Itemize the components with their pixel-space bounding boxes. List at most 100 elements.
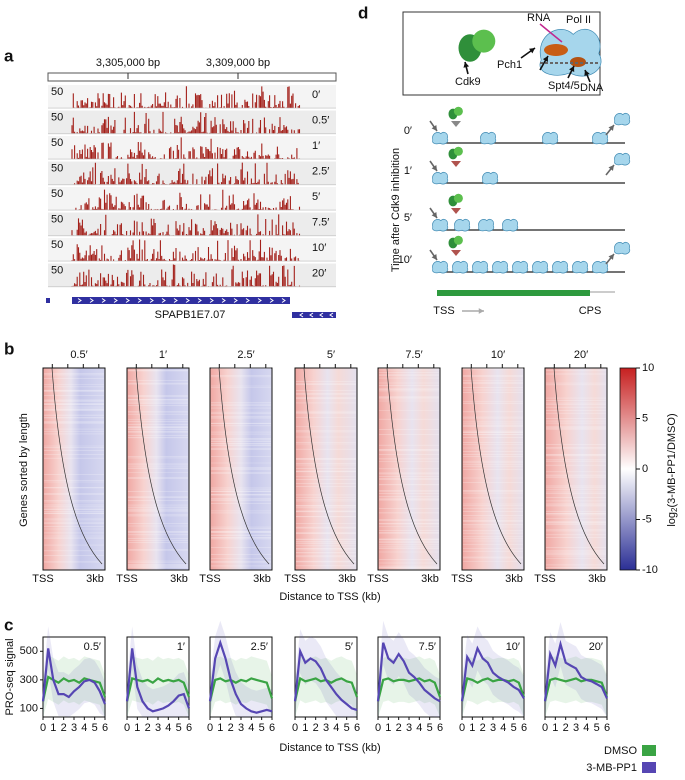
- gene-chevron: [161, 298, 166, 303]
- panel-label: c: [4, 615, 13, 634]
- track-scale: 50: [51, 137, 63, 149]
- track-scale: 50: [51, 213, 63, 225]
- arrow-head: [478, 308, 484, 314]
- heatmap-x-start: TSS: [116, 573, 137, 585]
- panel-label: d: [358, 3, 368, 22]
- cdk9: [453, 146, 463, 156]
- track-time: 7.5′: [312, 216, 329, 228]
- x-tick-label: 2: [396, 722, 402, 734]
- pol-ii: [492, 260, 509, 274]
- arrow-head: [431, 254, 437, 260]
- spread-band: [210, 620, 272, 717]
- inhibitor-mark: [451, 208, 461, 214]
- x-tick-label: 2: [228, 722, 234, 734]
- gene-body: [292, 312, 336, 318]
- panel-label: a: [4, 46, 14, 65]
- spread-band: [295, 656, 357, 717]
- gene-chevron: [101, 298, 106, 303]
- signal-line: [460, 645, 525, 702]
- x-tick-label: 1: [552, 722, 558, 734]
- gene-chevron: [329, 312, 334, 318]
- track-scale: 50: [51, 111, 63, 123]
- arrow-head: [608, 165, 614, 171]
- x-tick-label: 5: [427, 722, 433, 734]
- cdk9: [453, 235, 463, 245]
- x-tick-label: 3: [323, 722, 329, 734]
- heatmap-title: 10′: [491, 349, 505, 361]
- x-tick-label: 4: [583, 722, 589, 734]
- x-tick-label: 0: [292, 722, 298, 734]
- gene-chevron: [137, 298, 142, 303]
- pol-ii: [432, 260, 449, 274]
- colorbar-tick-label: 10: [642, 362, 654, 374]
- x-tick-label: 0: [40, 722, 46, 734]
- signal-line: [208, 677, 274, 702]
- track-scale: 50: [51, 188, 63, 200]
- colorbar-title-base: log: [666, 512, 678, 527]
- track-time: 5′: [312, 191, 320, 203]
- heatmap-x-end: 3kb: [253, 573, 271, 585]
- signal-line: [293, 647, 358, 711]
- inhibitor-mark: [451, 161, 461, 167]
- track-time: 0.5′: [312, 114, 329, 126]
- inhibitor-mark: [451, 250, 461, 256]
- pol-ii: [512, 260, 529, 274]
- x-tick-label: 6: [521, 722, 527, 734]
- colorbar-tick-label: 0: [642, 463, 648, 475]
- track-time: 0′: [312, 89, 320, 101]
- pol-ii: [542, 131, 559, 145]
- x-tick-label: 4: [416, 722, 422, 734]
- x-tick-label: 1: [302, 722, 308, 734]
- length-curve: [51, 367, 103, 565]
- gene-chevron: [245, 298, 250, 303]
- heatmap-x-start: TSS: [534, 573, 555, 585]
- heat-texture: [211, 367, 271, 567]
- arrow-head: [584, 70, 590, 76]
- panel-label: b: [4, 339, 14, 358]
- colorbar-title: log2(3-MB-PP1/DMSO): [666, 413, 679, 526]
- heatmap-x-start: TSS: [367, 573, 388, 585]
- plot-title: 1′: [177, 641, 185, 653]
- arrow-head: [542, 56, 548, 62]
- plot-title: 5′: [345, 641, 353, 653]
- signal-line: [543, 639, 609, 702]
- x-axis-title: Distance to TSS (kb): [279, 591, 380, 603]
- pol-ii: [432, 171, 449, 185]
- spread-band: [295, 629, 357, 717]
- pol-ii: [452, 260, 469, 274]
- x-tick-label: 4: [248, 722, 254, 734]
- gene-chevron: [269, 298, 274, 303]
- arrow-head: [463, 62, 470, 68]
- gene-body: [437, 290, 590, 296]
- gene-chevron: [89, 298, 94, 303]
- heatmap-title: 20′: [574, 349, 588, 361]
- arrow-head: [431, 125, 437, 131]
- track-bg: [48, 238, 336, 262]
- x-tick-label: 4: [81, 722, 87, 734]
- x-tick-label: 0: [207, 722, 213, 734]
- length-curve: [218, 367, 270, 565]
- signal-line: [543, 677, 609, 702]
- track-bg: [48, 136, 336, 160]
- spread-band: [378, 656, 440, 717]
- gene-chevron: [149, 298, 154, 303]
- heatmap-x-start: TSS: [199, 573, 220, 585]
- pol-ii: [478, 218, 495, 232]
- gene-chevron: [299, 312, 304, 318]
- legend-swatch: [642, 745, 656, 756]
- colorbar-tick-label: 5: [642, 412, 648, 424]
- heatmap: [377, 367, 441, 571]
- length-curve: [553, 367, 605, 565]
- track-time: 10′: [312, 242, 326, 254]
- x-tick-label: 6: [604, 722, 610, 734]
- arrow-head: [569, 66, 575, 72]
- colorbar-title-sub: 2: [670, 507, 679, 512]
- gene-chevron: [185, 298, 190, 303]
- heatmap: [209, 367, 273, 571]
- plot-frame: [377, 636, 441, 718]
- x-tick-label: 3: [406, 722, 412, 734]
- arrow-head: [431, 165, 437, 171]
- gene-chevron: [125, 298, 130, 303]
- plot-title: 20′: [589, 641, 603, 653]
